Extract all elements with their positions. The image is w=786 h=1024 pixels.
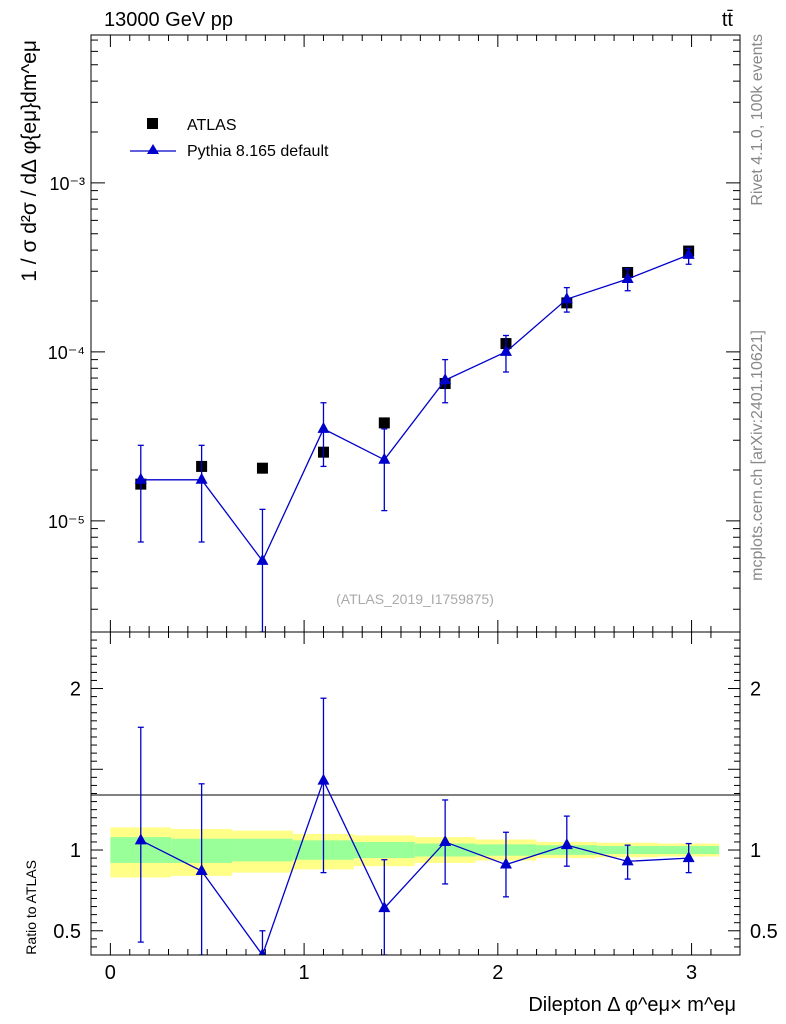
x-tick-label: 2 [492,962,503,984]
pythia-ratio-point [378,901,391,913]
main-y-axis-label: 1 / σ d²σ / dΔ φ{eμ}dm^eμ [18,40,41,282]
ratio-y-axis-label: Ratio to ATLAS [23,860,39,955]
main-panel: 10⁻⁵ 10⁻⁴ 10⁻³ 1 / σ d²σ / dΔ φ{eμ}dm^eμ (… [18,34,741,633]
pythia-ratio-point [560,838,573,850]
main-data-series [135,245,695,490]
main-mc-series [134,247,695,632]
ratio-y-tick-label-left: 2 [70,679,81,701]
side-label-site: mcplots.cern.ch [arXiv:2401.10621] [749,330,766,581]
pythia-ratio-point [682,851,695,863]
ratio-panel: 0.5 0.5 1 1 2 2 0 1 2 3 Ratio to ATLAS Dilepton Δ… [23,631,778,1016]
ratio-band-inner [353,841,415,859]
pythia-main-point [134,472,147,484]
pythia-main-point [256,553,269,565]
pythia-ratio-line [140,778,689,955]
pythia-main-clipped [134,247,695,632]
legend-label-atlas: ATLAS [187,117,237,134]
atlas-data-point [256,462,268,474]
ratio-mc-series [134,697,695,955]
pythia-ratio-point [195,864,208,876]
ratio-y-tick-label-right: 0.5 [750,921,778,943]
x-tick-label: 0 [105,962,116,984]
ratio-frame [90,631,741,956]
x-axis-label: Dilepton Δ φ^eμ× m^eμ [528,994,736,1016]
pythia-main-point [195,472,208,484]
ratio-y-tick-label-right: 2 [750,679,761,701]
process-label: tt̄ [722,9,734,31]
energy-label: 13000 GeV pp [104,9,233,31]
pythia-main-point [499,344,512,356]
main-y-tick-label: 10⁻⁴ [48,343,85,363]
pythia-ratio-point [439,834,452,846]
ratio-y-tick-label-left: 1 [70,840,81,862]
pythia-main-point [560,292,573,304]
pythia-ratio-point [621,854,634,866]
x-tick-label: 1 [299,962,310,984]
main-axes: 10⁻⁵ 10⁻⁴ 10⁻³ [48,35,740,632]
legend-marker-pythia [147,144,159,154]
pythia-main-point [682,247,695,259]
pythia-ratio-point [258,948,267,955]
pythia-ratio-point [134,833,147,845]
pythia-main-point [439,373,452,385]
ratio-axes: 0.5 0.5 1 1 2 2 0 1 2 3 [53,631,778,984]
atlas-data-point [378,417,390,429]
main-y-tick-label: 10⁻³ [49,174,85,194]
ratio-y-tick-label-right: 1 [750,840,761,862]
side-label-rivet: Rivet 4.1.0, 100k events [749,34,766,206]
ratio-band-inner [232,838,293,862]
pythia-main-point [317,421,330,433]
analysis-id: (ATLAS_2019_I1759875) [336,591,494,607]
x-tick-label: 3 [686,962,697,984]
pythia-main-point [621,271,634,283]
pythia-ratio-point [499,857,512,869]
legend: ATLAS Pythia 8.165 default [130,117,329,160]
pythia-ratio-clipped [134,697,695,955]
pythia-main-line [140,254,689,563]
pythia-main-point [378,452,391,464]
legend-label-pythia: Pythia 8.165 default [187,143,329,160]
main-y-tick-label: 10⁻⁵ [48,512,85,532]
ratio-y-tick-label-left: 0.5 [53,921,81,943]
pythia-ratio-point [317,773,330,785]
legend-marker-atlas [147,118,158,129]
